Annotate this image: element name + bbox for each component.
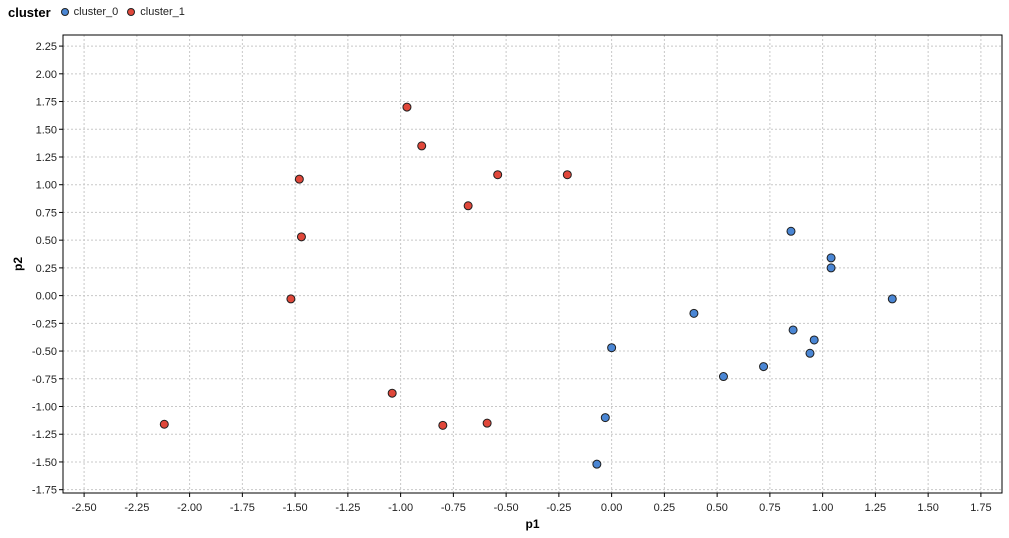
- y-tick-label: -0.50: [32, 346, 57, 358]
- x-tick-label: 1.25: [865, 502, 886, 514]
- y-tick-label: 1.75: [36, 97, 57, 109]
- x-tick-label: -2.50: [72, 502, 97, 514]
- y-tick-label: -1.75: [32, 485, 57, 497]
- x-tick-label: -0.50: [494, 502, 519, 514]
- legend-title: cluster: [8, 4, 51, 20]
- y-tick-label: 2.25: [36, 41, 57, 53]
- x-tick-label: -1.00: [388, 502, 413, 514]
- data-point-cluster-1: [438, 420, 448, 430]
- x-tick-label: 1.50: [917, 502, 938, 514]
- y-tick-label: -0.75: [32, 374, 57, 386]
- data-point-cluster-0: [788, 325, 798, 335]
- data-point-cluster-1: [562, 170, 572, 180]
- data-point-cluster-0: [826, 263, 836, 273]
- y-tick-label: -0.25: [32, 318, 57, 330]
- data-point-cluster-1: [482, 418, 492, 428]
- legend-item-cluster-0[interactable]: cluster_0: [60, 6, 119, 18]
- x-axis-label: p1: [525, 517, 539, 531]
- data-point-cluster-0: [600, 413, 610, 423]
- y-tick-label: 1.00: [36, 180, 57, 192]
- y-axis-label: p2: [11, 257, 25, 271]
- data-point-cluster-0: [887, 294, 897, 304]
- x-tick-label: 0.25: [654, 502, 675, 514]
- y-tick-label: -1.50: [32, 457, 57, 469]
- data-point-cluster-0: [607, 343, 617, 353]
- legend-swatch-cluster-1: [127, 8, 136, 16]
- data-point-cluster-1: [286, 294, 296, 304]
- x-tick-label: 1.75: [970, 502, 991, 514]
- x-tick-label: -0.25: [546, 502, 571, 514]
- x-tick-label: -2.25: [124, 502, 149, 514]
- data-point-cluster-1: [493, 170, 503, 180]
- x-tick-label: -1.50: [283, 502, 308, 514]
- y-tick-label: -1.00: [32, 402, 57, 414]
- data-point-cluster-1: [387, 388, 397, 398]
- x-tick-label: -2.00: [177, 502, 202, 514]
- data-point-cluster-0: [718, 372, 728, 382]
- y-tick-label: 1.25: [36, 152, 57, 164]
- x-tick-label: -1.25: [335, 502, 360, 514]
- data-point-cluster-1: [296, 232, 306, 242]
- data-point-cluster-1: [159, 419, 169, 429]
- y-tick-label: 1.50: [36, 124, 57, 136]
- x-tick-label: 0.00: [601, 502, 622, 514]
- legend-label: cluster_1: [140, 6, 185, 18]
- data-point-cluster-0: [826, 253, 836, 263]
- data-point-cluster-0: [759, 362, 769, 372]
- data-point-cluster-1: [402, 102, 412, 112]
- data-point-cluster-0: [592, 459, 602, 469]
- y-tick-label: 0.00: [36, 291, 57, 303]
- y-tick-label: 2.00: [36, 69, 57, 81]
- x-tick-label: 0.75: [759, 502, 780, 514]
- y-tick-label: 0.50: [36, 235, 57, 247]
- plot-area: [63, 35, 1002, 493]
- data-point-cluster-0: [786, 226, 796, 236]
- data-point-cluster-0: [689, 308, 699, 318]
- x-tick-label: -0.75: [441, 502, 466, 514]
- data-point-cluster-1: [294, 174, 304, 184]
- data-point-cluster-1: [463, 201, 473, 211]
- x-tick-label: 1.00: [812, 502, 833, 514]
- x-tick-label: -1.75: [230, 502, 255, 514]
- data-point-cluster-0: [805, 348, 815, 358]
- y-tick-label: 0.25: [36, 263, 57, 275]
- legend-item-cluster-1[interactable]: cluster_1: [127, 6, 185, 18]
- y-tick-label: 0.75: [36, 207, 57, 219]
- y-tick-label: -1.25: [32, 429, 57, 441]
- legend-swatch-cluster-0: [60, 8, 69, 16]
- legend: cluster cluster_0 cluster_1: [8, 3, 194, 21]
- x-tick-label: 0.50: [706, 502, 727, 514]
- legend-label: cluster_0: [73, 6, 119, 18]
- plot-border: [62, 34, 1003, 494]
- data-point-cluster-0: [809, 335, 819, 345]
- data-point-cluster-1: [417, 141, 427, 151]
